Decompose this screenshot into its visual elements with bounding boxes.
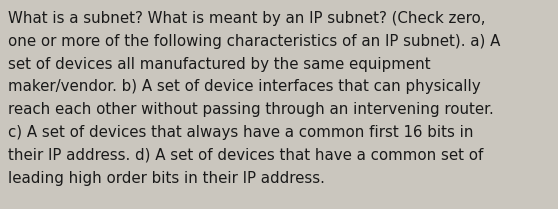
Text: one or more of the following characteristics of an IP subnet). a) A: one or more of the following characteris…: [8, 34, 501, 49]
Text: maker/vendor. b) A set of device interfaces that can physically: maker/vendor. b) A set of device interfa…: [8, 79, 480, 94]
Text: set of devices all manufactured by the same equipment: set of devices all manufactured by the s…: [8, 57, 431, 72]
Text: What is a subnet? What is meant by an IP subnet? (Check zero,: What is a subnet? What is meant by an IP…: [8, 11, 485, 26]
Text: c) A set of devices that always have a common first 16 bits in: c) A set of devices that always have a c…: [8, 125, 474, 140]
Text: their IP address. d) A set of devices that have a common set of: their IP address. d) A set of devices th…: [8, 148, 483, 163]
Text: reach each other without passing through an intervening router.: reach each other without passing through…: [8, 102, 494, 117]
Text: leading high order bits in their IP address.: leading high order bits in their IP addr…: [8, 171, 325, 186]
